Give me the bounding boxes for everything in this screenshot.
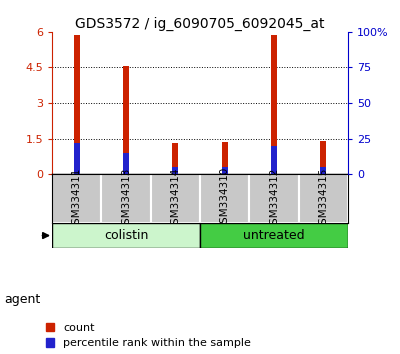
Bar	[271, 146, 277, 174]
Bar	[123, 153, 129, 174]
Text: GSM334313: GSM334313	[121, 167, 131, 230]
Bar	[52, 174, 101, 223]
Bar	[200, 223, 348, 248]
Text: GSM334310: GSM334310	[220, 167, 230, 230]
Bar	[74, 35, 80, 174]
Bar	[172, 167, 178, 174]
Title: GDS3572 / ig_6090705_6092045_at: GDS3572 / ig_6090705_6092045_at	[75, 17, 325, 31]
Bar	[320, 167, 326, 174]
Text: GSM334311: GSM334311	[72, 167, 82, 230]
Bar	[123, 66, 129, 174]
Bar	[200, 174, 249, 223]
Text: untreated: untreated	[243, 229, 305, 242]
Text: GSM334314: GSM334314	[170, 167, 180, 230]
Bar	[222, 167, 228, 174]
Bar	[172, 143, 178, 174]
Text: GSM334312: GSM334312	[269, 167, 279, 230]
Bar	[271, 35, 277, 174]
Legend: count, percentile rank within the sample: count, percentile rank within the sample	[46, 322, 251, 348]
Bar	[101, 174, 151, 223]
Bar	[222, 142, 228, 174]
Text: GSM334315: GSM334315	[318, 167, 328, 230]
Text: agent: agent	[4, 293, 40, 306]
Bar	[299, 174, 348, 223]
Bar	[151, 174, 200, 223]
Bar	[74, 143, 80, 174]
Text: colistin: colistin	[104, 229, 148, 242]
Bar	[52, 223, 200, 248]
Bar	[249, 174, 299, 223]
Bar	[320, 141, 326, 174]
